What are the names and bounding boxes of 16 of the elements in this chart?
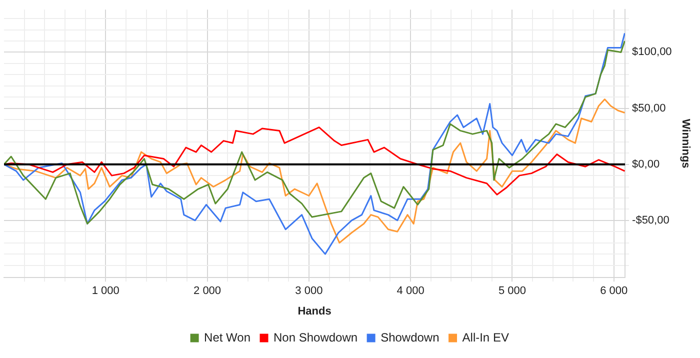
x-tick-label: 6 000	[600, 285, 628, 298]
x-tick-label: 2 000	[194, 285, 222, 298]
x-tick-label: 5 000	[498, 285, 526, 298]
legend-label: Non Showdown	[274, 330, 358, 344]
y-axis-title: Winnings	[679, 118, 692, 168]
x-tick-label: 1 000	[92, 285, 120, 298]
y-tick-label: $0,00	[632, 158, 660, 170]
x-tick-label: 4 000	[396, 285, 424, 298]
y-tick-label: $50,00	[632, 102, 666, 114]
legend-label: Showdown	[380, 330, 440, 344]
y-tick-label: $100,00	[632, 46, 672, 58]
y-tick-label: -$50,00	[632, 214, 670, 226]
legend-label: Net Won	[204, 330, 251, 344]
x-axis-title: Hands	[298, 305, 332, 318]
x-tick-label: 3 000	[295, 285, 323, 298]
legend-label: All-In EV	[462, 330, 509, 344]
